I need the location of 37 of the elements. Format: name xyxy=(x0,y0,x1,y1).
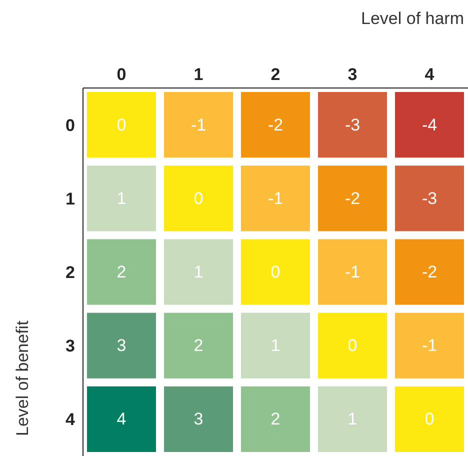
data-label: -2 xyxy=(422,262,438,282)
data-label: 4 xyxy=(116,410,126,429)
data-label: 3 xyxy=(116,336,126,356)
data-label: 1 xyxy=(194,262,204,282)
y-tick-label: 3 xyxy=(66,336,75,356)
x-tick-label: 4 xyxy=(424,65,435,84)
y-tick-label: 4 xyxy=(66,410,76,430)
x-tick-label: 1 xyxy=(194,65,204,84)
data-label: -1 xyxy=(190,115,206,134)
x-tick-label: 3 xyxy=(348,65,358,84)
data-label: 1 xyxy=(348,410,358,429)
x-tick-label: 0 xyxy=(116,65,126,84)
data-label: 0 xyxy=(270,262,280,282)
data-label: 1 xyxy=(116,188,126,208)
data-label: -1 xyxy=(344,262,360,282)
data-label: 2 xyxy=(194,336,204,356)
data-label: -1 xyxy=(268,188,284,208)
data-label: 0 xyxy=(348,336,358,356)
data-label: -2 xyxy=(268,115,284,134)
data-label: 1 xyxy=(270,336,280,356)
data-label: -1 xyxy=(422,336,438,356)
data-label: 3 xyxy=(194,410,204,429)
x-tick-label: 2 xyxy=(270,65,280,84)
y-tick-label: 0 xyxy=(66,116,75,135)
y-tick-label: 1 xyxy=(66,189,75,208)
y-axis-title: Level of benefit xyxy=(13,320,32,436)
x-axis-title: Level of harm xyxy=(361,9,464,28)
data-label: -3 xyxy=(344,115,360,134)
data-label: 2 xyxy=(270,410,280,429)
data-label: 0 xyxy=(424,410,434,429)
y-tick-label: 2 xyxy=(66,263,75,282)
data-label: 2 xyxy=(116,262,126,282)
data-label: -2 xyxy=(344,188,360,208)
data-label: -3 xyxy=(422,188,438,208)
data-label: 0 xyxy=(194,188,204,208)
data-label: 0 xyxy=(116,115,126,134)
data-label: -4 xyxy=(422,115,438,134)
